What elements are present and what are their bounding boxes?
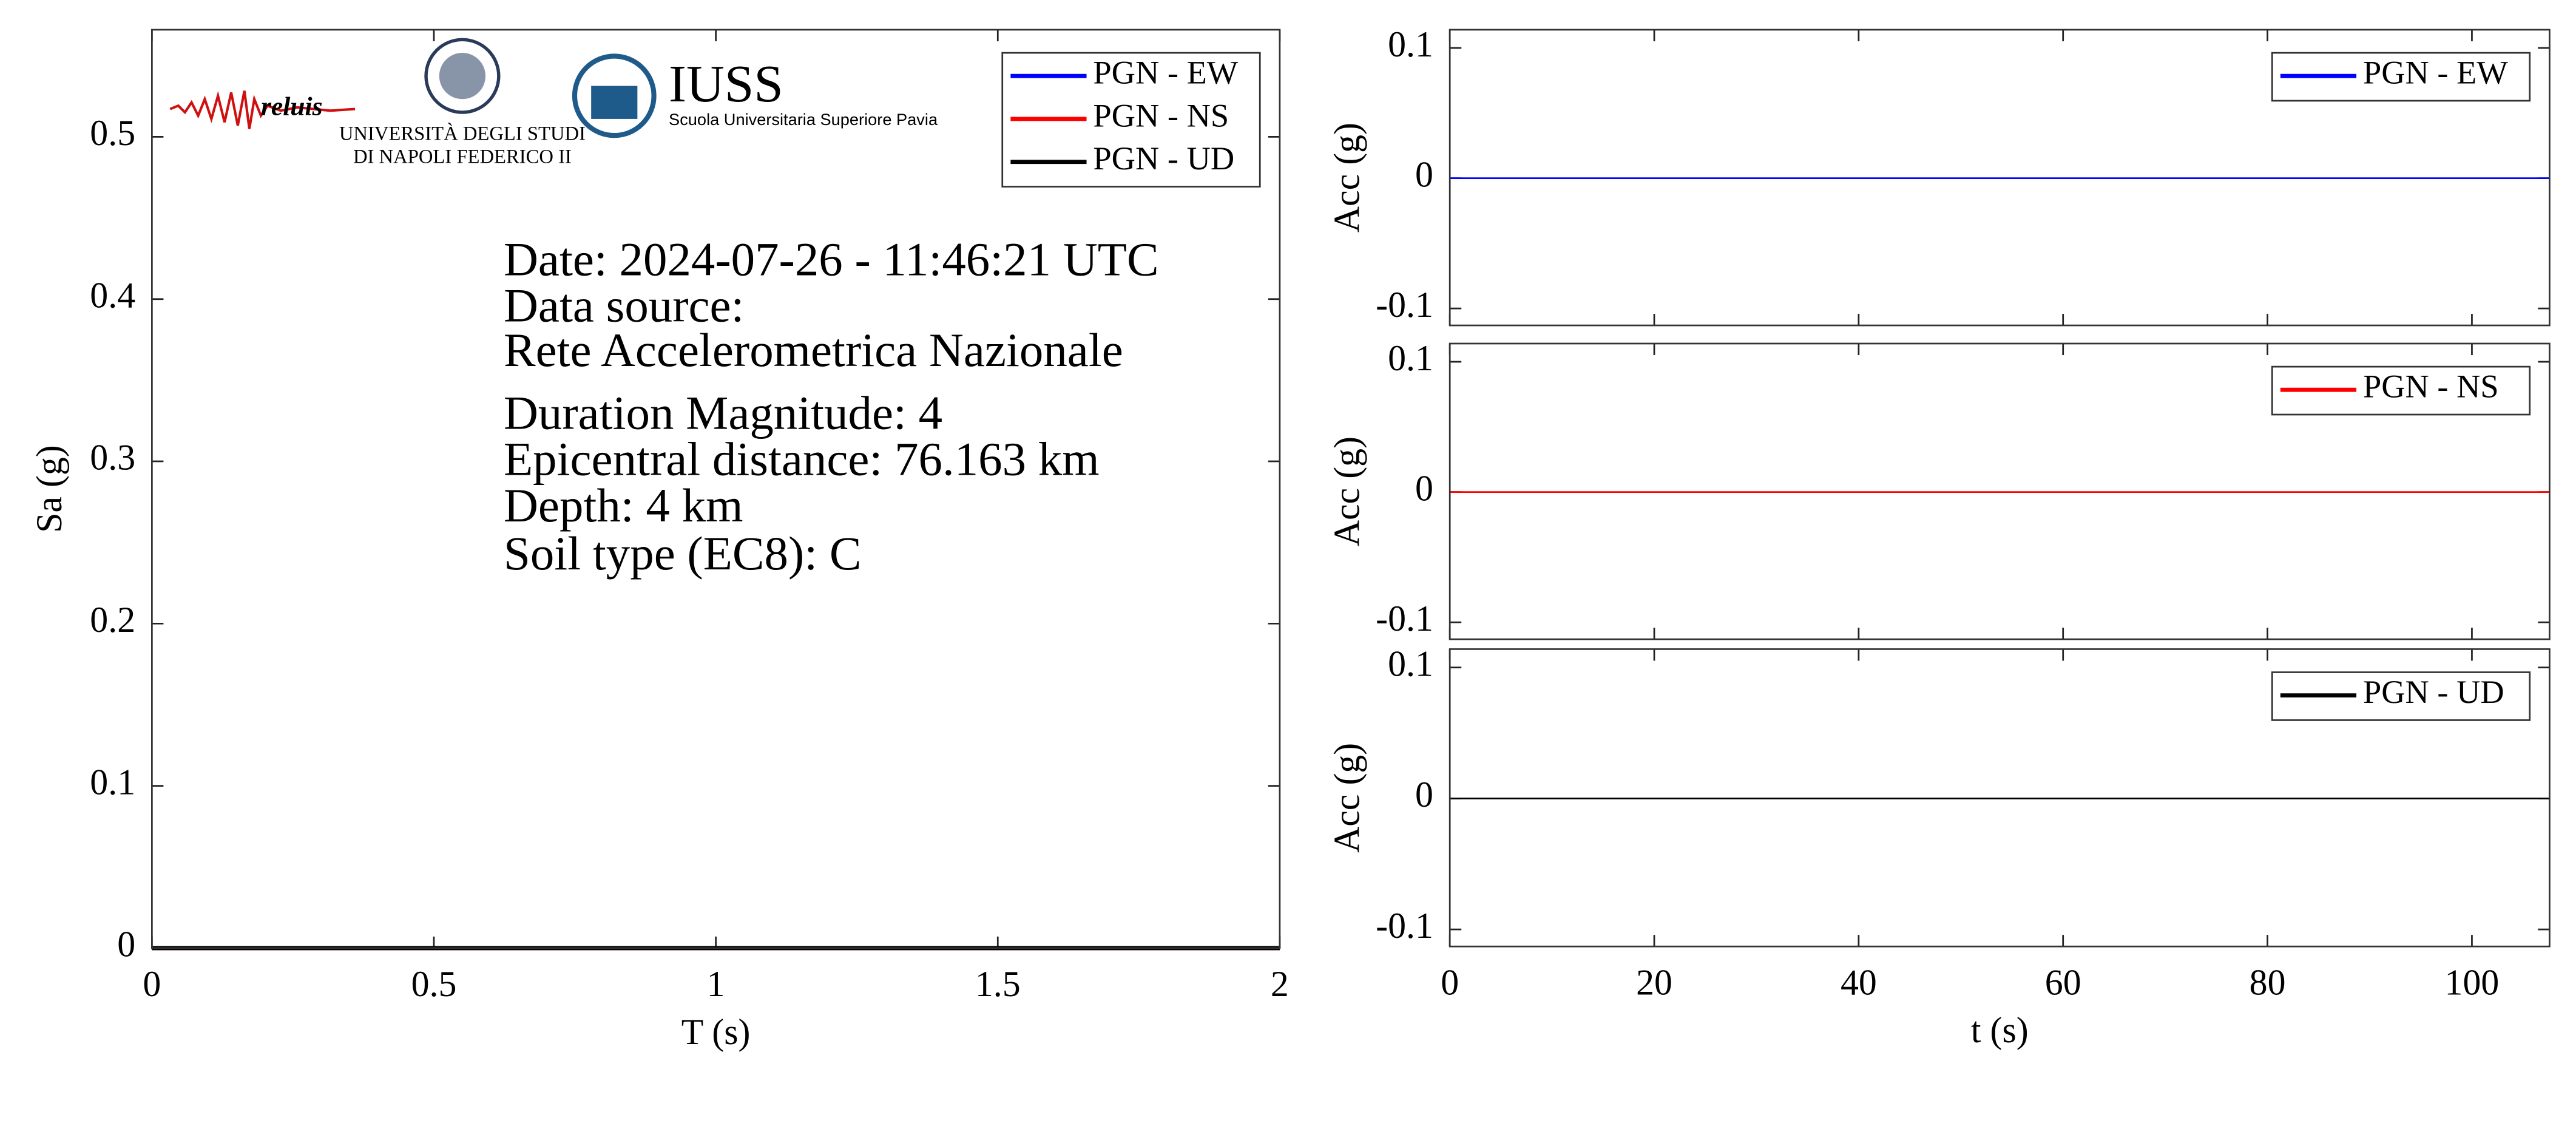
legend-label: PGN - UD: [1093, 140, 1234, 177]
y-tick-label: 0.3: [90, 438, 135, 478]
y-tick-label: 0: [117, 924, 135, 965]
y-axis-label: Sa (g): [29, 445, 69, 533]
y-tick-label: -0.1: [1376, 285, 1433, 325]
logo-text: DI NAPOLI FEDERICO II: [353, 146, 572, 168]
y-tick-label: 0.1: [90, 762, 135, 802]
logo-emblem: [591, 86, 638, 119]
reluis-wave: [169, 90, 356, 129]
x-tick-label: 2: [1271, 964, 1289, 1004]
annotation: Depth: 4 km: [504, 480, 743, 532]
axes-box: [1449, 342, 2551, 640]
x-tick-label: 0: [143, 964, 161, 1004]
axes-box: [1449, 29, 2551, 327]
y-tick-label: 0.1: [1388, 338, 1433, 378]
annotation: Duration Magnitude: 4: [504, 387, 942, 440]
annotation: Soil type (EC8): C: [504, 527, 862, 580]
y-tick-label: 0.5: [90, 113, 135, 153]
annotation: Epicentral distance: 76.163 km: [504, 433, 1100, 486]
x-tick-label: 0: [1441, 962, 1459, 1002]
y-axis-label: Acc (g): [1327, 743, 1367, 853]
axes-box: [150, 29, 1281, 949]
logo-emblem: [424, 38, 501, 114]
y-tick-label: 0.1: [1388, 643, 1433, 683]
x-axis-label: T (s): [681, 1012, 751, 1052]
logo-text: Scuola Universitaria Superiore Pavia: [669, 110, 938, 129]
x-axis-label: t (s): [1971, 1010, 2029, 1050]
x-tick-label: 100: [2445, 962, 2500, 1002]
legend-label: PGN - NS: [1093, 97, 1229, 134]
x-tick-label: 0.5: [411, 964, 457, 1004]
x-tick-label: 60: [2045, 962, 2081, 1002]
y-tick-label: -0.1: [1376, 906, 1433, 946]
y-tick-label: 0: [1415, 775, 1433, 815]
annotation: Rete Accelerometrica Nazionale: [504, 324, 1123, 377]
annotation: Data source:: [504, 280, 745, 333]
logo-text: reluis: [261, 92, 323, 121]
annotation: Date: 2024-07-26 - 11:46:21 UTC: [504, 233, 1159, 286]
axes-box: [1449, 648, 2551, 948]
y-tick-label: 0.2: [90, 600, 135, 640]
y-axis-label: Acc (g): [1327, 123, 1367, 232]
x-tick-label: 20: [1636, 962, 1672, 1002]
legend-label: PGN - UD: [2363, 674, 2504, 710]
x-tick-label: 40: [1841, 962, 1877, 1002]
y-tick-label: 0: [1415, 154, 1433, 194]
legend-label: PGN - NS: [2363, 368, 2499, 405]
legend-label: PGN - EW: [1093, 55, 1238, 91]
logo-text: IUSS: [669, 54, 783, 113]
y-axis-label: Acc (g): [1327, 436, 1367, 546]
logo-emblem: [439, 53, 486, 100]
logo-emblem: [572, 53, 657, 138]
x-tick-label: 80: [2250, 962, 2286, 1002]
y-tick-label: 0.4: [90, 275, 135, 315]
x-tick-label: 1: [707, 964, 725, 1004]
x-tick-label: 1.5: [975, 964, 1021, 1004]
logo-text: UNIVERSITÀ DEGLI STUDI: [339, 123, 586, 145]
y-tick-label: -0.1: [1376, 599, 1433, 639]
y-tick-label: 0.1: [1388, 24, 1433, 64]
y-tick-label: 0: [1415, 468, 1433, 508]
legend-label: PGN - EW: [2363, 55, 2508, 91]
